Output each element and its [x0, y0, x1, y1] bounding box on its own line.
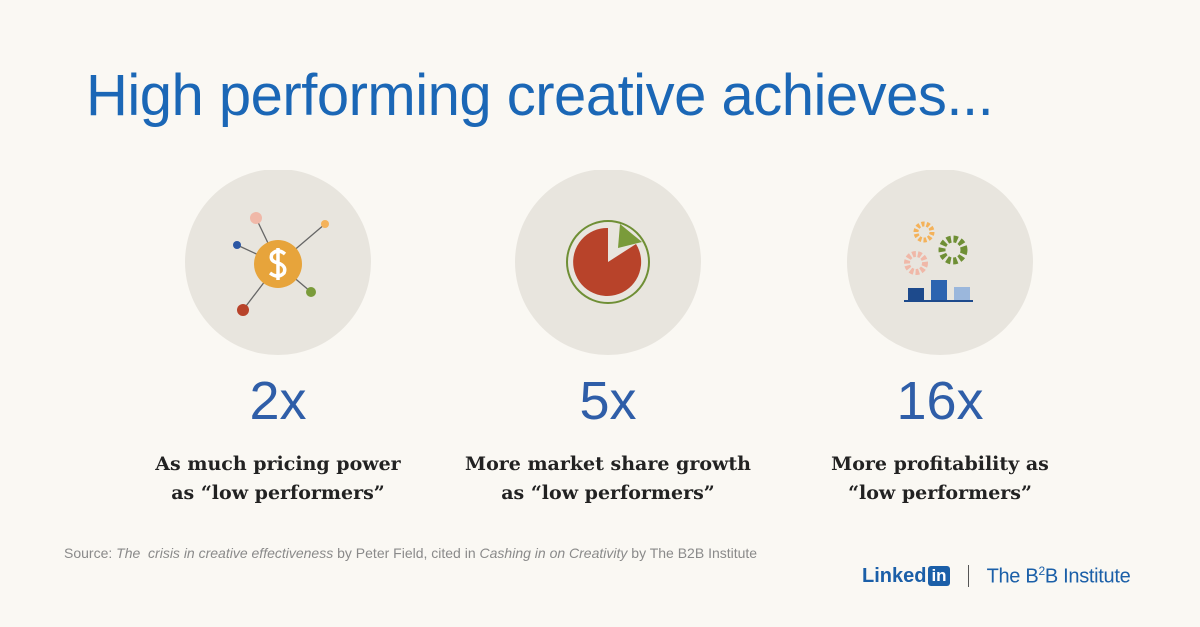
linkedin-logo: Linked [862, 564, 927, 587]
headline: High performing creative achieves... [86, 63, 994, 128]
description-line: as “low performers” [501, 482, 715, 504]
source-title: Cashing in on Creativity [479, 545, 628, 561]
divider [967, 565, 969, 587]
linkedin-logo-box: in [928, 566, 950, 586]
b2b-logo-text: B Institute [1044, 565, 1131, 588]
stat-value: 5x [579, 371, 637, 431]
logos: Linked in The B2B Institute [862, 563, 1131, 589]
description-line: As much pricing power [155, 453, 401, 475]
description-line: More profitability as [831, 453, 1049, 475]
b2b-logo-text: The B [986, 565, 1039, 588]
icon-profitability [847, 170, 1033, 355]
icon-market-share [515, 170, 701, 355]
source-title: The crisis in creative effectiveness [116, 545, 334, 561]
description-line: More market share growth [465, 453, 751, 475]
source-text: by Peter Field, cited in [333, 545, 480, 561]
b2b-logo: The B2B Institute [987, 564, 1131, 589]
source-text: Source: [64, 545, 117, 561]
icon-pricing [185, 170, 371, 355]
stat-description: More profitability as “low performers” [770, 450, 1110, 508]
stat-value: 2x [249, 371, 307, 431]
source-text: by The B2B Institute [627, 545, 758, 561]
description-line: as “low performers” [171, 482, 385, 504]
stat-value: 16x [896, 371, 984, 431]
description-line: “low performers” [848, 482, 1032, 504]
stat-description: More market share growth as “low perform… [438, 450, 778, 508]
b2b-logo-sup: 2 [1038, 563, 1045, 578]
stat-description: As much pricing power as “low performers… [108, 450, 448, 508]
source-note: Source: The crisis in creative effective… [64, 545, 757, 561]
